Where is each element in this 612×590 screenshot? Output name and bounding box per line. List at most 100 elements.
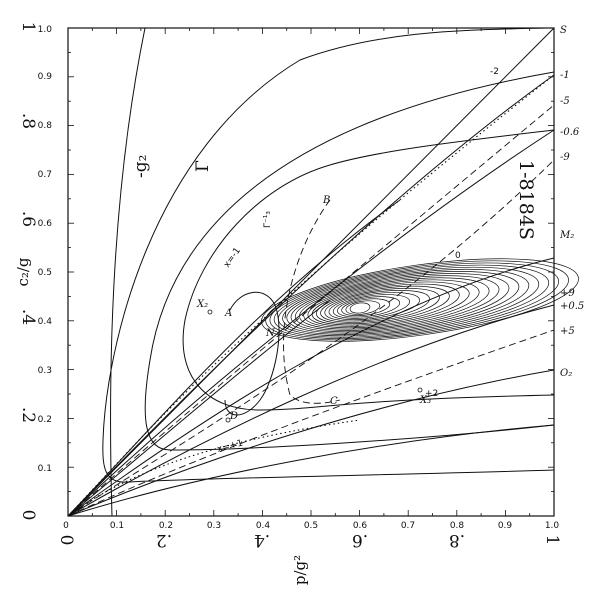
contour-ellipse (269, 262, 560, 339)
point-label-n: N (265, 328, 276, 339)
region-label-gamma-inv: Γ⁻¹₃ (263, 211, 273, 228)
contour-ellipse (290, 273, 510, 333)
dotted-curve-x-minus-1 (67, 74, 555, 517)
x-tick-label: 0.9 (498, 521, 513, 531)
dotted-curves (67, 74, 555, 517)
point-marker (417, 387, 423, 393)
right-label: M₂ (559, 230, 574, 241)
point-label-c: C (330, 396, 338, 407)
x-tick-label: 0.5 (304, 521, 318, 531)
big-y-tick: .4 (18, 309, 38, 325)
document-stamp: 1-8184S (515, 160, 537, 240)
x-tick-label: 0.7 (401, 521, 415, 531)
curve-minus-g2 (110, 27, 146, 517)
x-tick-label: 0.4 (256, 521, 271, 531)
y-tick-label: 0.9 (38, 72, 53, 82)
curve-label-zero: 0 (455, 251, 461, 261)
region-label-minus-g2: -g₂ (131, 155, 151, 178)
y-tick-label: 0.3 (38, 366, 52, 376)
right-label: -1 (560, 70, 570, 81)
right-label: +9 (560, 288, 575, 299)
right-label: -9 (560, 152, 570, 163)
contour-ellipse (332, 294, 411, 319)
curve-inner-loop (182, 129, 555, 411)
right-label: -5 (560, 96, 570, 107)
dashed-curves (67, 104, 555, 517)
big-y-tick: .8 (18, 113, 38, 129)
contour-ellipse (311, 283, 460, 326)
big-y-tick: 1 (18, 22, 38, 33)
big-y-tick: .2 (18, 407, 38, 423)
dashed-curve (67, 104, 555, 517)
y-tick-label: 1.0 (38, 25, 53, 35)
radial-line (67, 299, 331, 517)
radial-line (67, 74, 555, 517)
point-label-x3: X₃ (419, 395, 431, 406)
contour-ellipse (307, 281, 470, 327)
y-tick-label: 0.1 (38, 464, 52, 474)
x-tick-label: 0 (63, 521, 69, 531)
curve-label-minus-2: -2 (490, 67, 499, 77)
curve-n-loop (224, 291, 280, 416)
big-x-tick: 1 (542, 535, 562, 546)
contour-ellipse (261, 258, 579, 342)
contour-ellipse (286, 271, 520, 334)
curves (67, 27, 555, 517)
right-label: +5 (560, 326, 575, 337)
x-tick-label: 0.2 (159, 521, 173, 531)
x-tick-label: 1.0 (545, 521, 560, 531)
big-y-ticks: 0 .2 .4 .6 .8 1 (18, 22, 38, 521)
y-tick-label: 0.5 (38, 268, 52, 278)
dashed-curve (283, 199, 341, 404)
curve-outer-bottom (102, 27, 555, 483)
right-label: -0.6 (560, 127, 580, 138)
point-marker (225, 417, 231, 423)
contour-ellipse (273, 264, 550, 338)
x-tick-label: 0.6 (353, 521, 368, 531)
contour-ellipse (345, 300, 381, 315)
y-tick-label: 0.6 (38, 219, 53, 229)
radial-line (67, 129, 555, 517)
x-tick-label: 0.8 (450, 521, 465, 531)
y-tick-label: 0.2 (38, 415, 52, 425)
big-y-tick: 0 (18, 510, 38, 521)
contour-ellipse (341, 298, 391, 317)
point-label-d: D (229, 411, 238, 422)
contour-ellipse (294, 275, 500, 331)
big-x-tick: .2 (156, 530, 172, 550)
point-labels: X₂ A B C D N X₃ (196, 195, 431, 422)
region-label-gamma: Γ (193, 160, 213, 172)
contour-ellipse (315, 285, 450, 325)
right-edge-labels: S -1 -5 -0.6 -9 M₂ +9 +0.5 +5 O₂ (559, 25, 584, 379)
curve-label-x-minus-1: x=-1 (222, 246, 243, 270)
point-label-a: A (224, 308, 232, 319)
contour-ellipse (282, 268, 530, 335)
contour-ellipse (337, 296, 401, 318)
contour-ellipse (349, 302, 371, 314)
contour-ellipse (303, 279, 480, 329)
dashed-curve (67, 159, 555, 517)
curve-gamma (144, 71, 555, 451)
dashed-curve (67, 329, 555, 517)
radial-line (67, 424, 555, 517)
big-x-tick: .8 (449, 530, 465, 550)
point-label-x2: X₂ (196, 299, 208, 310)
contour-ellipse (299, 277, 490, 330)
right-label: S (560, 25, 567, 36)
contour-ellipse (328, 292, 420, 321)
y-tick-label: 0.8 (38, 121, 53, 131)
contour-ellipse (278, 266, 540, 337)
contour-ellipse (265, 260, 569, 341)
x-tick-labels: 0 0.1 0.2 0.3 0.4 0.5 0.6 0.7 0.8 0.9 1.… (63, 521, 559, 531)
point-markers (207, 309, 423, 423)
point-label-b: B (322, 195, 330, 206)
big-y-tick: .6 (18, 211, 38, 227)
y-tick-labels: 0.1 0.2 0.3 0.4 0.5 0.6 0.7 0.8 0.9 1.0 (38, 25, 53, 474)
x-tick-label: 0.3 (207, 521, 221, 531)
big-x-tick: 0 (56, 535, 76, 546)
right-label: O₂ (560, 368, 572, 379)
curve-label-plus-2: +2 (425, 389, 438, 399)
y-axis-title: c₂/g (14, 257, 32, 286)
curve-label-x-plus-1: x=+1 (216, 438, 244, 454)
point-marker (207, 309, 213, 315)
